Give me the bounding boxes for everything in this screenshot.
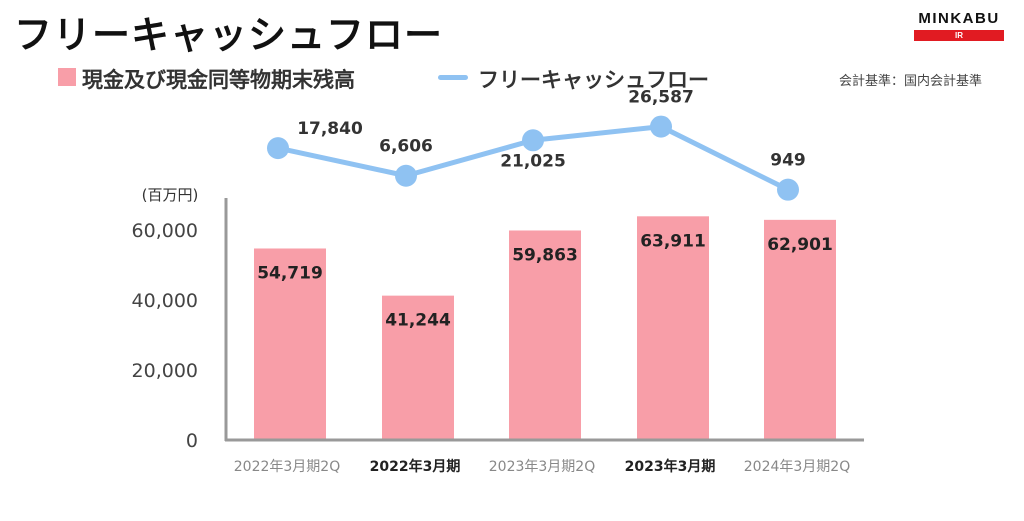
fcf-point xyxy=(777,178,799,201)
x-category-label: 2023年3月期2Q xyxy=(489,459,595,475)
minkabu-logo: MINKABU IR xyxy=(914,10,1004,41)
x-category-label: 2023年3月期 xyxy=(625,458,716,475)
x-category-label: 2022年3月期2Q xyxy=(234,459,340,475)
bar-cash-balance xyxy=(764,219,836,440)
bar-value-label: 62,901 xyxy=(767,235,833,255)
fcf-value-label: 17,840 xyxy=(297,119,363,139)
accounting-basis-note: 会計基準：国内会計基準 xyxy=(838,74,982,89)
legend-swatch-line xyxy=(438,75,468,80)
logo-wordmark: MINKABU xyxy=(918,10,1000,27)
fcf-point xyxy=(522,129,544,152)
y-tick-label: 60,000 xyxy=(132,220,198,242)
bar-value-label: 59,863 xyxy=(512,245,578,265)
x-category-label: 2022年3月期 xyxy=(370,458,461,475)
y-tick-label: 0 xyxy=(186,430,198,452)
bar-value-label: 54,719 xyxy=(257,263,323,283)
logo-ir-bar: IR xyxy=(914,30,1004,41)
fcf-point xyxy=(267,137,289,160)
bar-cash-balance xyxy=(382,295,454,440)
fcf-value-label: 6,606 xyxy=(379,137,433,157)
legend-swatch-bar xyxy=(58,68,76,86)
y-axis-unit-label: (百万円) xyxy=(142,186,199,204)
fcf-point xyxy=(395,164,417,187)
fcf-value-label: 26,587 xyxy=(628,88,694,108)
fcf-value-label: 21,025 xyxy=(500,151,566,171)
bar-cash-balance xyxy=(509,230,581,440)
bar-value-label: 63,911 xyxy=(640,231,706,251)
x-category-label: 2024年3月期2Q xyxy=(744,459,850,475)
bar-value-label: 41,244 xyxy=(385,311,451,331)
legend-label-cash: 現金及び現金同等物期末残高 xyxy=(82,68,355,92)
fcf-value-label: 949 xyxy=(770,151,806,171)
page-title: フリーキャッシュフロー xyxy=(14,13,444,57)
legend-label-fcf: フリーキャッシュフロー xyxy=(478,68,709,92)
bar-cash-balance xyxy=(637,216,709,440)
y-tick-label: 40,000 xyxy=(132,290,198,312)
fcf-point xyxy=(650,115,672,138)
y-tick-label: 20,000 xyxy=(132,360,198,382)
bar-cash-balance xyxy=(254,248,326,440)
